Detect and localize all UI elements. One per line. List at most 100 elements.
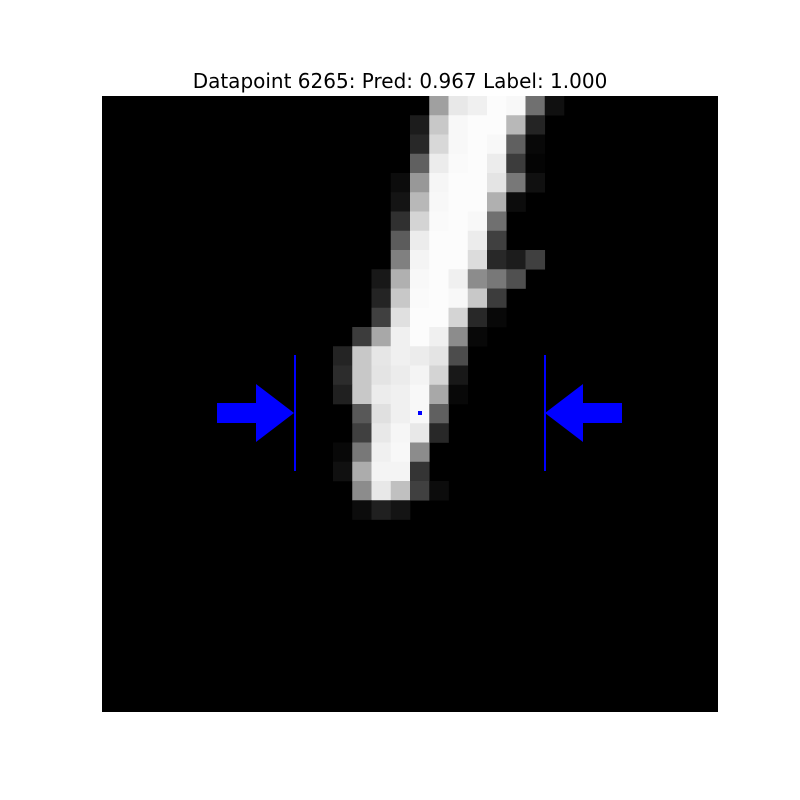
image-pixel <box>352 365 372 386</box>
image-pixel <box>429 153 449 174</box>
image-pixel <box>448 346 469 366</box>
image-pixel <box>448 173 469 193</box>
image-pixel <box>371 327 392 347</box>
image-pixel <box>410 461 430 482</box>
image-pixel <box>410 173 430 193</box>
image-pixel <box>390 423 411 443</box>
image-pixel <box>487 211 507 232</box>
image-pixel <box>467 211 488 232</box>
image-pixel <box>429 250 449 270</box>
image-pixel <box>371 365 392 386</box>
image-pixel <box>448 250 469 270</box>
image-pixel <box>333 442 353 463</box>
image-pixel <box>371 307 392 328</box>
image-pixel <box>467 134 488 155</box>
image-pixel <box>410 134 430 155</box>
image-pixel <box>448 134 469 155</box>
image-pixel <box>467 96 488 116</box>
image-pixel <box>390 269 411 289</box>
image-pixel <box>487 288 507 309</box>
image-pixel <box>410 192 430 212</box>
image-pixel <box>467 307 488 328</box>
image-pixel <box>448 269 469 289</box>
image-pixel <box>467 192 488 212</box>
image-pixel <box>448 307 469 328</box>
image-pixel <box>390 442 411 463</box>
image-pixel <box>525 96 546 116</box>
image-pixel <box>525 173 546 193</box>
image-pixel <box>448 288 469 309</box>
image-pixel <box>352 442 372 463</box>
image-pixel <box>506 269 526 289</box>
image-pixel <box>467 327 488 347</box>
image-pixel <box>448 365 469 386</box>
image-pixel <box>410 327 430 347</box>
image-pixel <box>487 269 507 289</box>
image-pixel <box>390 173 411 193</box>
image-pixel <box>410 481 430 501</box>
image-pixel <box>371 346 392 366</box>
image-pixel <box>410 230 430 251</box>
image-pixel <box>448 192 469 212</box>
image-pixel <box>410 153 430 174</box>
image-pixel <box>410 423 430 443</box>
image-pixel <box>390 404 411 424</box>
image-pixel <box>525 250 546 270</box>
image-pixel <box>467 250 488 270</box>
pixel-grid <box>333 96 565 520</box>
image-pixel <box>371 384 392 405</box>
image-pixel <box>506 173 526 193</box>
image-pixel <box>333 461 353 482</box>
image-pixel <box>429 173 449 193</box>
image-pixel <box>371 288 392 309</box>
image-pixel <box>525 153 546 174</box>
image-pixel <box>429 96 449 116</box>
image-pixel <box>371 404 392 424</box>
image-pixel <box>429 423 449 443</box>
image-pixel <box>429 384 449 405</box>
image-pixel <box>448 211 469 232</box>
image-pixel <box>410 346 430 366</box>
image-pixel <box>390 384 411 405</box>
image-pixel <box>390 346 411 366</box>
image-pixel <box>410 250 430 270</box>
image-pixel <box>467 288 488 309</box>
image-pixel <box>333 384 353 405</box>
image-pixel <box>429 269 449 289</box>
image-pixel <box>429 481 449 501</box>
image-pixel <box>410 307 430 328</box>
image-pixel <box>371 269 392 289</box>
image-pixel <box>371 423 392 443</box>
image-pixel <box>467 115 488 135</box>
image-pixel <box>410 365 430 386</box>
image-pixel <box>429 134 449 155</box>
image-pixel <box>352 481 372 501</box>
image-pixel <box>390 307 411 328</box>
image-pixel <box>390 230 411 251</box>
image-pixel <box>429 192 449 212</box>
image-pixel <box>352 404 372 424</box>
image-pixel <box>544 96 565 116</box>
image-pixel <box>390 288 411 309</box>
arrow-left-icon <box>545 384 622 442</box>
image-pixel <box>429 327 449 347</box>
image-pixel <box>390 365 411 386</box>
image-pixel <box>390 211 411 232</box>
image-pixel <box>506 96 526 116</box>
image-pixel <box>352 423 372 443</box>
image-pixel <box>487 192 507 212</box>
image-pixel <box>487 96 507 116</box>
image-pixel <box>429 404 449 424</box>
image-pixel <box>448 115 469 135</box>
image-pixel <box>487 307 507 328</box>
image-pixel <box>352 461 372 482</box>
image-pixel <box>371 442 392 463</box>
image-pixel <box>487 173 507 193</box>
image-pixel <box>506 134 526 155</box>
image-pixel <box>525 115 546 135</box>
image-pixel <box>333 346 353 366</box>
image-pixel <box>487 153 507 174</box>
image-pixel <box>429 230 449 251</box>
image-pixel <box>352 327 372 347</box>
image-pixel <box>506 192 526 212</box>
